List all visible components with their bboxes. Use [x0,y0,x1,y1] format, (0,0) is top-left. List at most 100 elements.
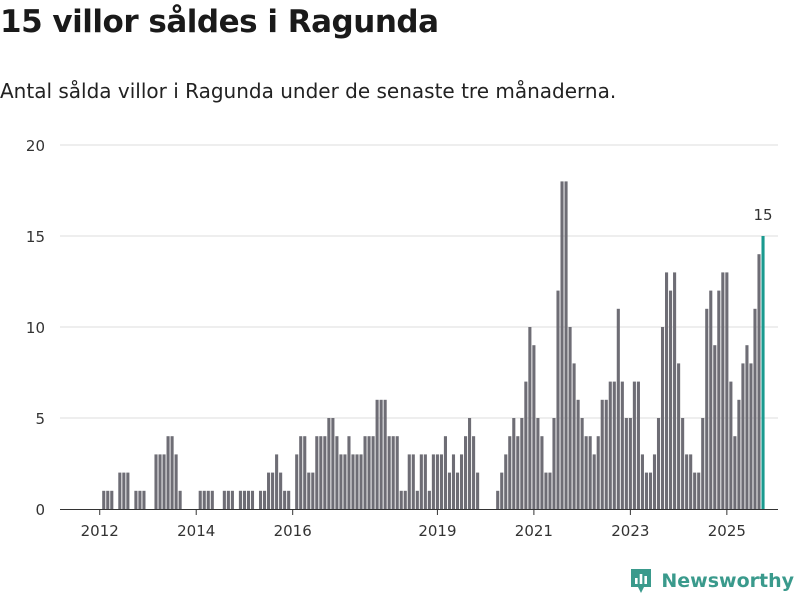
bar [407,454,411,509]
bar [749,363,753,509]
bar [548,472,552,509]
bar [178,490,182,509]
bar [468,418,472,509]
bar [536,418,540,509]
bar [757,254,761,509]
bar [636,381,640,509]
bar [142,490,146,509]
bar [391,436,395,509]
bar [544,472,548,509]
bar [154,454,158,509]
bar [532,345,536,509]
bar [652,454,657,509]
bar [737,399,741,509]
bar [685,454,689,509]
bar [134,490,138,509]
bar [725,272,729,509]
bar [399,490,403,509]
bar [516,436,520,509]
bar [118,472,122,509]
bar [628,418,632,509]
bar [701,418,705,509]
bar [596,436,600,509]
bar [624,418,628,509]
x-tick-label: 2023 [611,522,649,540]
bar [640,454,644,509]
bar [665,272,669,509]
bar [689,454,693,509]
bar [331,418,335,509]
bar [669,290,673,509]
bar [620,381,624,509]
bar [206,490,210,509]
bar [383,399,387,509]
bar [564,181,568,509]
bar [476,472,480,509]
y-tick-label: 10 [26,319,45,337]
bar [592,454,596,509]
bar [733,436,737,509]
bar [158,454,162,509]
bar [604,399,608,509]
bar [138,490,142,509]
bar [572,363,576,509]
bar [122,472,126,509]
bar [323,436,327,509]
bar [584,436,588,509]
bar [339,454,343,509]
bar [443,436,447,509]
bar [447,472,452,509]
bar [174,454,178,509]
bar [411,454,415,509]
bar [745,345,749,509]
bar [520,418,524,509]
bar [355,454,359,509]
bar [126,472,130,509]
bar [729,381,733,509]
bar [299,436,303,509]
bar [371,436,375,509]
bar [464,436,468,509]
bar [258,490,263,509]
bar [210,490,214,509]
y-tick-label: 5 [35,410,45,428]
bar [198,490,202,509]
bar [644,472,648,509]
bar [319,436,323,509]
bar [528,327,532,509]
bar [580,418,584,509]
bar [395,436,399,509]
bar-chart: 0 5 10 15 20 15 2012 2014 2016 2019 2021 2023 2025 [26,137,778,540]
bar [387,436,391,509]
bar [697,472,701,509]
bar [230,490,234,509]
bar [576,399,580,509]
bar [600,399,604,509]
bar [403,490,407,509]
bar [721,272,725,509]
bar [472,436,476,509]
y-tick-label: 20 [26,137,45,155]
bar [540,436,544,509]
bar [608,381,612,509]
bar [226,490,230,509]
bar [238,490,242,509]
bar [560,181,564,509]
bar [713,345,717,509]
bar [335,436,339,509]
bar [556,290,560,509]
x-tick-label: 2021 [515,522,553,540]
bar [612,381,616,509]
bar [170,436,174,509]
bar [166,436,170,509]
bar [705,308,709,509]
bar [102,490,106,509]
x-tick-label: 2014 [177,522,215,540]
bar [315,436,319,509]
bar [552,418,556,509]
y-tick-label: 15 [26,228,45,246]
bar [351,454,355,509]
bar [717,290,721,509]
x-tick-label: 2025 [708,522,746,540]
bar [222,490,226,509]
